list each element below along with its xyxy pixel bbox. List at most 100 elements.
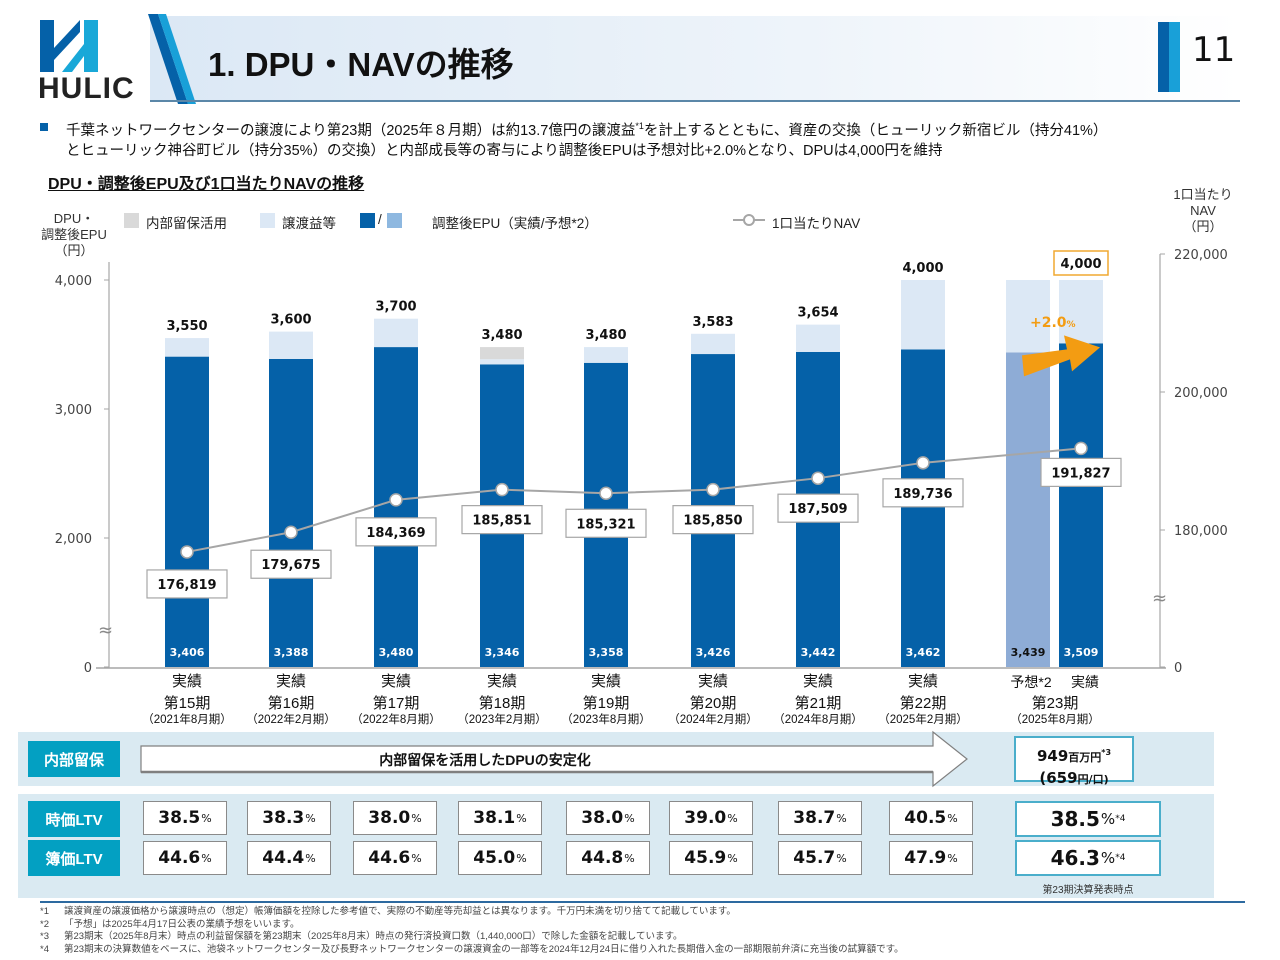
ltv-value: 38.7 bbox=[793, 808, 836, 828]
pct: % bbox=[947, 811, 958, 825]
right-axis-tick-label: 0 bbox=[1174, 661, 1182, 676]
axis-title-line: （円） bbox=[54, 243, 94, 258]
footnote-key: *3 bbox=[40, 931, 49, 942]
ltv-value: 38.5 bbox=[158, 808, 201, 828]
right-axis-tick-label: 220,000 bbox=[1174, 248, 1228, 263]
right-axis-break-icon: ≈ bbox=[1152, 588, 1167, 609]
category-date-label: （2025年8月期） bbox=[1010, 714, 1100, 726]
nav-point bbox=[811, 471, 825, 485]
nav-data-label: 185,321 bbox=[576, 517, 635, 532]
nav-data-label: 187,509 bbox=[788, 502, 847, 517]
summary-line1a: 千葉ネットワークセンターの譲渡により第23期（2025年８月期）は約13.7億円… bbox=[66, 122, 636, 139]
pct: % bbox=[727, 851, 738, 865]
market-ltv-box: 38.1% bbox=[458, 801, 542, 835]
nav-point bbox=[180, 545, 194, 559]
pct: % bbox=[624, 811, 635, 825]
ltv-value: 38.0 bbox=[368, 808, 411, 828]
ltv-23-note: 第23期決算発表時点 bbox=[1042, 885, 1134, 896]
footnote-ref: *1 bbox=[635, 121, 644, 131]
bar-transfer-gain bbox=[691, 333, 735, 355]
nav-point bbox=[1074, 441, 1088, 456]
nav-data-label: 185,851 bbox=[472, 514, 531, 529]
left-axis-tick-label: 3,000 bbox=[55, 403, 92, 418]
increase-arrow-icon bbox=[1022, 335, 1100, 377]
ltv-value: 44.6 bbox=[368, 848, 411, 868]
market-ltv-tag: 時価LTV bbox=[28, 801, 120, 837]
pct: % bbox=[836, 851, 847, 865]
footnote: *2 「予想」は2025年4月17日公表の業績予想をいいます。 bbox=[40, 919, 1260, 932]
book-ltv-box: 45.9% bbox=[669, 841, 753, 875]
nav-data-label: 176,819 bbox=[157, 578, 216, 593]
nav-data-label: 185,850 bbox=[683, 514, 742, 529]
pct: % bbox=[516, 811, 527, 825]
epu-data-label: 3,388 bbox=[274, 646, 309, 659]
ltv-value: 45.9 bbox=[684, 848, 727, 868]
header-slash-decoration bbox=[148, 14, 196, 104]
ltv-value: 40.5 bbox=[904, 808, 947, 828]
header-band bbox=[150, 16, 1240, 101]
nav-point bbox=[916, 456, 930, 470]
header-underline bbox=[150, 100, 1240, 102]
market-ltv-box: 38.0% bbox=[353, 801, 437, 835]
bar-transfer-gain bbox=[269, 331, 313, 359]
category-kind-label: 実績 bbox=[171, 673, 202, 690]
dpu-data-label: 4,000 bbox=[1060, 257, 1101, 272]
footnote-text: 第23期末の決算数値をベースに、池袋ネットワークセンター及び長野ネットワークセン… bbox=[64, 943, 904, 955]
book-ltv-box: 44.6% bbox=[353, 841, 437, 875]
footnotes: *1 譲渡資産の譲渡価格から譲渡時点の（想定）帳簿価額を控除した参考値で、実際の不… bbox=[40, 906, 1260, 956]
left-axis-tick-label: 2,000 bbox=[55, 532, 92, 547]
legend-nav-line-icon bbox=[733, 214, 765, 226]
ltv-value: 38.3 bbox=[262, 808, 305, 828]
footnote-key: *2 bbox=[40, 918, 49, 930]
footnote-ref: *4 bbox=[1115, 814, 1126, 824]
legend-label-adjusted-epu: 調整後EPU（実績/予想*2） bbox=[432, 216, 598, 231]
legend-swatch-internal-reserve bbox=[124, 213, 139, 228]
page-number: 11 bbox=[1192, 30, 1236, 70]
dpu-data-label: 3,654 bbox=[797, 306, 838, 321]
left-axis-title: DPU・ 調整後EPU （円） bbox=[34, 211, 114, 259]
category-kind-label: 実績 bbox=[590, 673, 621, 690]
retained-per-unit-value: (659 bbox=[1039, 769, 1078, 787]
dpu-data-label: 3,480 bbox=[585, 328, 626, 343]
pct: % bbox=[201, 811, 212, 825]
category-date-label: （2021年8月期） bbox=[142, 714, 232, 726]
epu-data-label: 3,480 bbox=[379, 646, 414, 659]
bar-internal-reserve bbox=[480, 347, 524, 360]
category-date-label: （2024年2月期） bbox=[668, 714, 758, 726]
logo-text: HULIC bbox=[38, 72, 135, 105]
page-title: 1. DPU・NAVの推移 bbox=[208, 46, 514, 83]
book-ltv-box: 45.0% bbox=[458, 841, 542, 875]
bar-transfer-gain bbox=[480, 359, 524, 365]
summary-line1b: を計上するとともに、資産の交換（ヒューリック新宿ビル（持分41%） bbox=[643, 122, 1108, 139]
ltv-value: 45.0 bbox=[473, 848, 516, 868]
category-date-label: （2024年8月期） bbox=[773, 714, 863, 726]
left-axis-tick-label: 4,000 bbox=[55, 274, 92, 289]
ltv-value: 44.4 bbox=[262, 848, 305, 868]
nav-label-box bbox=[355, 517, 437, 547]
bar-epu-actual bbox=[901, 349, 945, 667]
book-ltv-tag: 簿価LTV bbox=[28, 840, 120, 876]
category-period-label: 第21期 bbox=[794, 695, 842, 712]
category-period-label: 第19期 bbox=[582, 695, 630, 712]
axis-title-line: （円） bbox=[1183, 219, 1223, 234]
footnote-text: 譲渡資産の譲渡価格から譲渡時点の（想定）帳簿価額を控除した参考値で、実際の不動産… bbox=[64, 906, 736, 917]
footnote-key: *1 bbox=[40, 906, 49, 917]
legend-label-nav: 1口当たりNAV bbox=[772, 216, 861, 231]
right-axis-tick-label: 200,000 bbox=[1174, 386, 1228, 401]
axis-title-line: NAV bbox=[1190, 203, 1216, 218]
nav-point bbox=[495, 482, 509, 497]
category-kind-label: 予想*2 bbox=[1010, 674, 1052, 690]
legend-swatch-transfer-gain bbox=[260, 213, 275, 228]
pct: % bbox=[624, 851, 635, 865]
category-date-label: （2022年8月期） bbox=[351, 714, 441, 726]
footnote-ref: *4 bbox=[1115, 853, 1126, 863]
bar-transfer-gain bbox=[796, 324, 840, 352]
legend-label-internal-reserve: 内部留保活用 bbox=[146, 216, 227, 231]
pct: % bbox=[305, 851, 316, 865]
bar-transfer-gain bbox=[584, 347, 628, 363]
ltv-value: 47.9 bbox=[904, 848, 947, 868]
unit: 百万円 bbox=[1068, 751, 1102, 764]
ltv-value: 44.6 bbox=[158, 848, 201, 868]
category-period-label: 第22期 bbox=[899, 695, 947, 712]
stabilization-arrow bbox=[140, 730, 968, 788]
